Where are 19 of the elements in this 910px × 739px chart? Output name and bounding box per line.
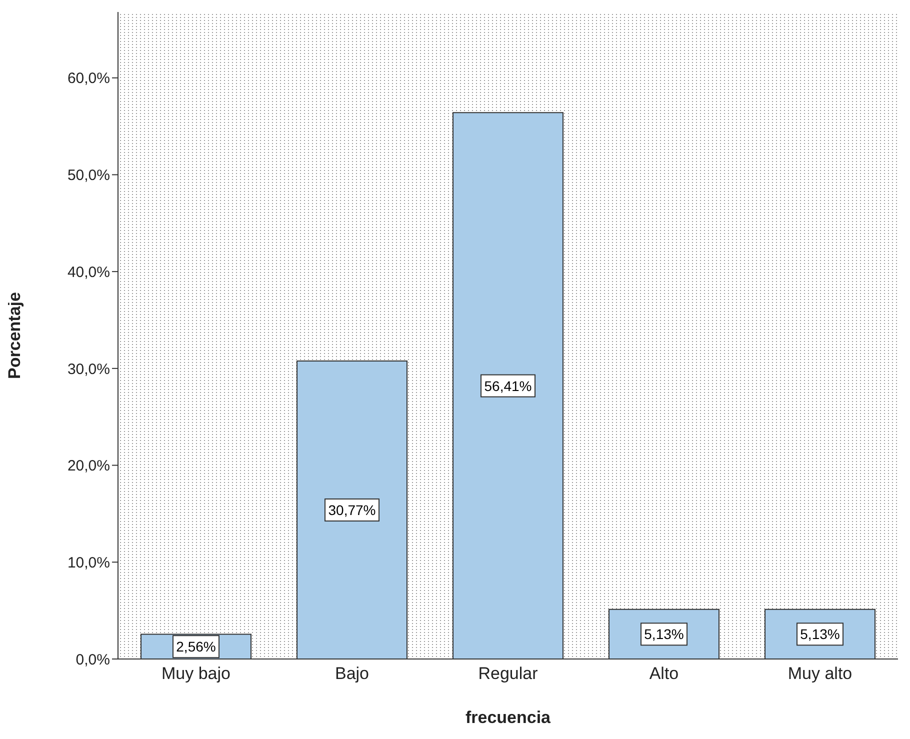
data-label: 5,13% (800, 626, 840, 642)
x-tick-label: Regular (478, 664, 538, 684)
data-label: 2,56% (176, 638, 216, 655)
x-tick-label: Bajo (334, 664, 370, 684)
y-tick-label: 60,0% (67, 70, 110, 88)
x-tick-label: Alto (649, 664, 679, 684)
y-tick-label: 10,0% (67, 554, 110, 572)
y-tick-label: 30,0% (67, 360, 110, 378)
x-tick-label: Muy bajo (162, 664, 230, 684)
data-label: 30,77% (328, 502, 376, 518)
y-tick-label: 50,0% (67, 167, 110, 184)
y-tick-label: 20,0% (67, 458, 110, 475)
x-axis-title: frecuencia (465, 708, 552, 727)
x-tick-label: Muy alto (788, 664, 852, 684)
data-label: 5,13% (644, 626, 684, 642)
data-label: 56,41% (484, 378, 532, 394)
y-tick-label: 0,0% (76, 651, 110, 668)
y-axis-title: Porcentaje (5, 292, 24, 379)
y-tick-label: 40,0% (67, 264, 110, 281)
